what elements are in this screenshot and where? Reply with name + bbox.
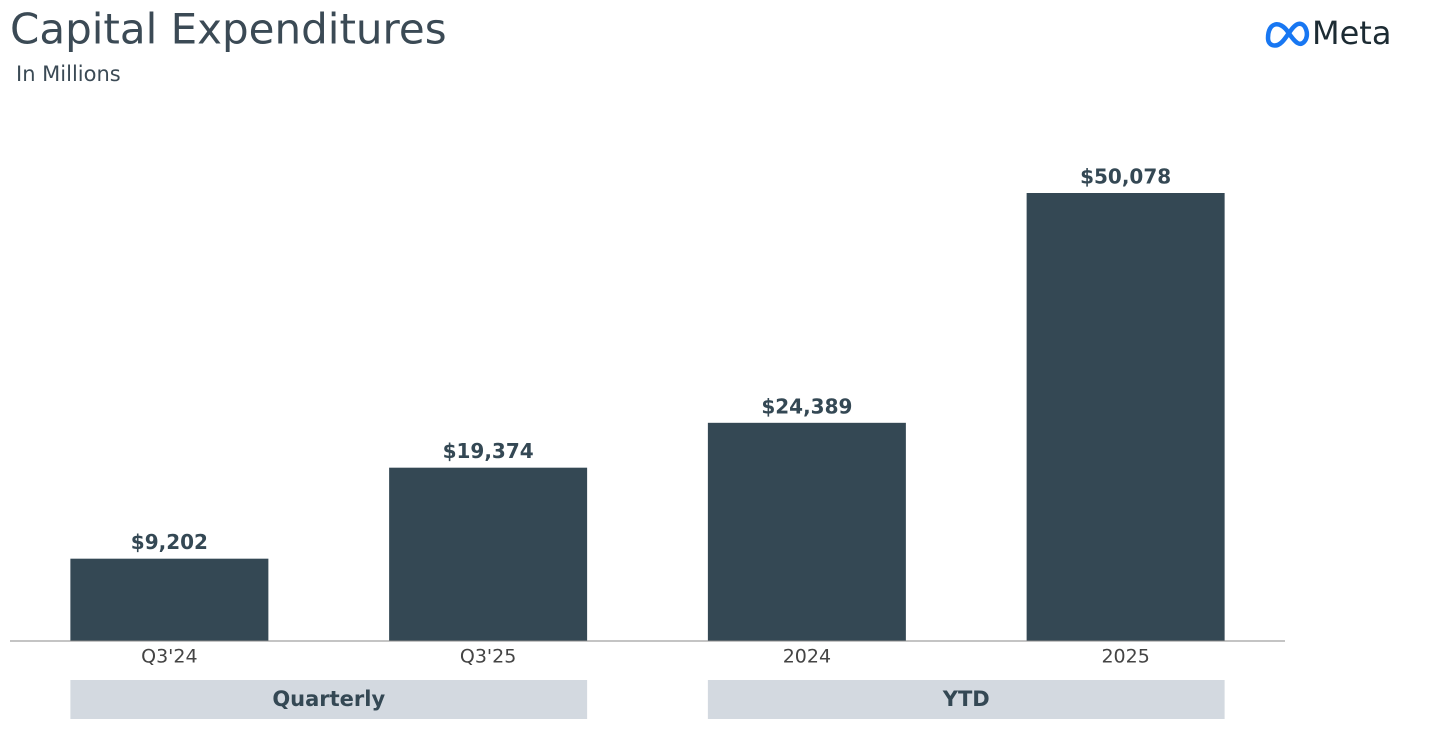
value-label: $19,374 (443, 439, 534, 463)
logo: Meta (1265, 14, 1391, 52)
x-tick-label: Q3'25 (460, 646, 516, 668)
chart-subtitle: In Millions (16, 62, 121, 86)
bar (1026, 193, 1225, 641)
value-label: $24,389 (761, 394, 852, 418)
chart-title: Capital Expenditures (10, 5, 447, 54)
group-box (70, 680, 588, 719)
value-label: $9,202 (131, 530, 208, 554)
group-label: YTD (942, 687, 990, 711)
bar (389, 467, 588, 641)
x-tick-label: Q3'24 (141, 646, 197, 668)
group-label: Quarterly (272, 687, 385, 711)
x-tick-label: 2024 (783, 646, 831, 668)
bar (70, 558, 269, 641)
group-box (707, 680, 1225, 719)
value-label: $50,078 (1080, 165, 1171, 189)
logo-text: Meta (1312, 14, 1391, 52)
bar (707, 422, 906, 641)
logo-icon (1265, 21, 1310, 48)
x-tick-label: 2025 (1101, 646, 1149, 668)
